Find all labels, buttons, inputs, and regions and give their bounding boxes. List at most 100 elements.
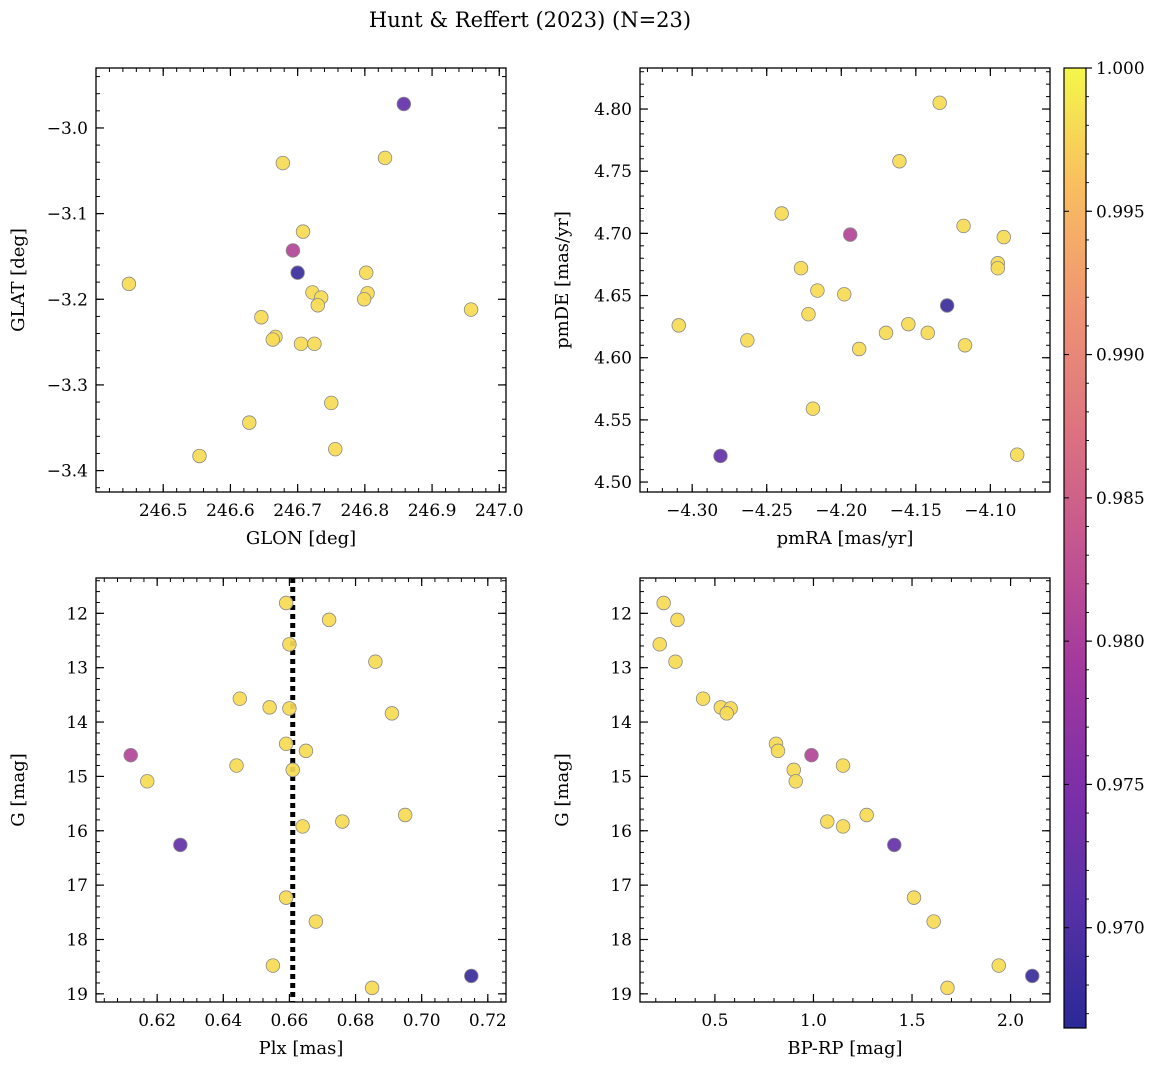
data-point bbox=[926, 914, 941, 929]
y-tick-label: 15 bbox=[610, 767, 632, 787]
data-point bbox=[364, 980, 380, 996]
y-tick-label: 17 bbox=[66, 876, 88, 896]
data-point bbox=[328, 441, 343, 457]
data-point bbox=[275, 155, 291, 171]
colorbar-tick-label: 1.000 bbox=[1096, 59, 1145, 79]
x-tick-label: −4.10 bbox=[964, 501, 1016, 521]
y-tick-label: 14 bbox=[66, 713, 88, 733]
data-point bbox=[1010, 447, 1025, 462]
y-tick-label: −3.2 bbox=[47, 290, 88, 310]
data-point bbox=[788, 774, 803, 789]
y-tick-label: 4.50 bbox=[594, 473, 632, 493]
y-tick-label: 18 bbox=[66, 930, 88, 950]
data-point bbox=[307, 336, 322, 352]
data-point bbox=[140, 774, 155, 789]
points bbox=[121, 96, 479, 464]
x-tick-label: 246.7 bbox=[273, 501, 322, 521]
x-tick-label: 0.5 bbox=[701, 1011, 728, 1031]
y-tick-label: 12 bbox=[66, 604, 88, 624]
data-point bbox=[242, 415, 257, 430]
axes-frame bbox=[95, 67, 507, 493]
colorbar: 0.970 0.975 0.980 0.985 0.990 0.995 1.000 bbox=[1063, 59, 1145, 1029]
x-tick-label: −4.25 bbox=[741, 501, 793, 521]
colorbar-tick-label: 0.975 bbox=[1096, 775, 1145, 795]
data-point bbox=[335, 814, 350, 829]
data-point bbox=[384, 706, 400, 721]
data-point bbox=[356, 292, 372, 307]
data-point bbox=[793, 260, 809, 276]
x-tick-label: −4.20 bbox=[815, 501, 867, 521]
data-point bbox=[229, 758, 244, 773]
data-point bbox=[801, 306, 816, 322]
x-tick-label: 246.8 bbox=[341, 501, 390, 521]
data-point bbox=[957, 338, 973, 353]
data-point bbox=[906, 890, 922, 905]
data-point bbox=[851, 341, 867, 357]
y-tick-label: 4.65 bbox=[594, 287, 632, 307]
y-tick-label: 4.60 bbox=[594, 349, 632, 369]
data-point bbox=[859, 807, 874, 823]
y-tick-label: 14 bbox=[610, 713, 632, 733]
figure-title: Hunt & Reffert (2023) (N=23) bbox=[369, 8, 691, 32]
data-point bbox=[820, 814, 835, 829]
data-point bbox=[901, 316, 916, 332]
data-point bbox=[656, 595, 671, 611]
data-point bbox=[835, 819, 851, 834]
data-point bbox=[298, 743, 314, 759]
y-tick-label: 18 bbox=[610, 930, 632, 950]
data-point bbox=[940, 980, 955, 996]
x-axis-label: pmRA [mas/yr] bbox=[777, 528, 914, 549]
data-point bbox=[308, 914, 324, 929]
y-tick-label: 4.80 bbox=[594, 100, 632, 120]
data-point bbox=[920, 325, 935, 341]
x-tick-label: 2.0 bbox=[997, 1011, 1024, 1031]
data-point bbox=[310, 298, 326, 313]
data-point bbox=[285, 762, 300, 778]
x-tick-label: 247.0 bbox=[475, 501, 524, 521]
data-point bbox=[295, 224, 311, 239]
y-tick-label: 4.55 bbox=[594, 411, 632, 431]
data-point bbox=[956, 218, 971, 234]
colorbar-tick-label: 0.990 bbox=[1096, 346, 1145, 366]
data-point bbox=[232, 691, 248, 706]
data-point bbox=[770, 743, 786, 759]
x-tick-label: 1.5 bbox=[898, 1011, 925, 1031]
data-point bbox=[991, 958, 1006, 973]
data-point bbox=[719, 706, 734, 721]
data-point bbox=[1025, 968, 1040, 984]
colorbar-tick-label: 0.985 bbox=[1096, 489, 1145, 509]
y-tick-label: 19 bbox=[610, 985, 632, 1005]
data-point bbox=[671, 318, 686, 333]
data-point bbox=[892, 154, 907, 169]
points bbox=[652, 595, 1040, 996]
y-tick-label: 13 bbox=[66, 659, 88, 679]
y-tick-label: 12 bbox=[610, 604, 632, 624]
x-tick-label: 0.70 bbox=[403, 1011, 441, 1031]
y-tick-label: 17 bbox=[610, 876, 632, 896]
y-tick-label: −3.3 bbox=[47, 376, 88, 396]
data-point bbox=[996, 229, 1011, 245]
y-axis-label: GLAT [deg] bbox=[8, 228, 29, 332]
data-point bbox=[262, 700, 277, 715]
data-point bbox=[843, 227, 858, 242]
panel-pmra-pmde: −4.30 −4.25 −4.20 −4.15 −4.10 4.50 4.55 4.60 4.6… bbox=[552, 67, 1051, 549]
colorbar-tick-label: 0.995 bbox=[1096, 202, 1145, 222]
y-tick-label: 16 bbox=[610, 822, 632, 842]
data-point bbox=[774, 206, 789, 221]
panel-bprp-g: 0.5 1.0 1.5 2.0 12 13 14 15 16 17 18 19 BP-RP [mag] G… bbox=[552, 577, 1051, 1059]
x-tick-label: 246.5 bbox=[139, 501, 188, 521]
axes-frame bbox=[95, 577, 507, 1003]
points bbox=[671, 95, 1025, 464]
axes-frame bbox=[639, 577, 1051, 1003]
data-point bbox=[282, 701, 297, 716]
y-tick-label: 19 bbox=[66, 985, 88, 1005]
x-tick-label: 0.68 bbox=[337, 1011, 375, 1031]
data-point bbox=[668, 654, 683, 669]
colorbar-tick-label: 0.970 bbox=[1096, 919, 1145, 939]
data-point bbox=[173, 837, 188, 853]
x-tick-label: −4.30 bbox=[666, 501, 718, 521]
data-point bbox=[670, 612, 685, 628]
data-point bbox=[740, 333, 755, 348]
data-point bbox=[121, 276, 137, 292]
